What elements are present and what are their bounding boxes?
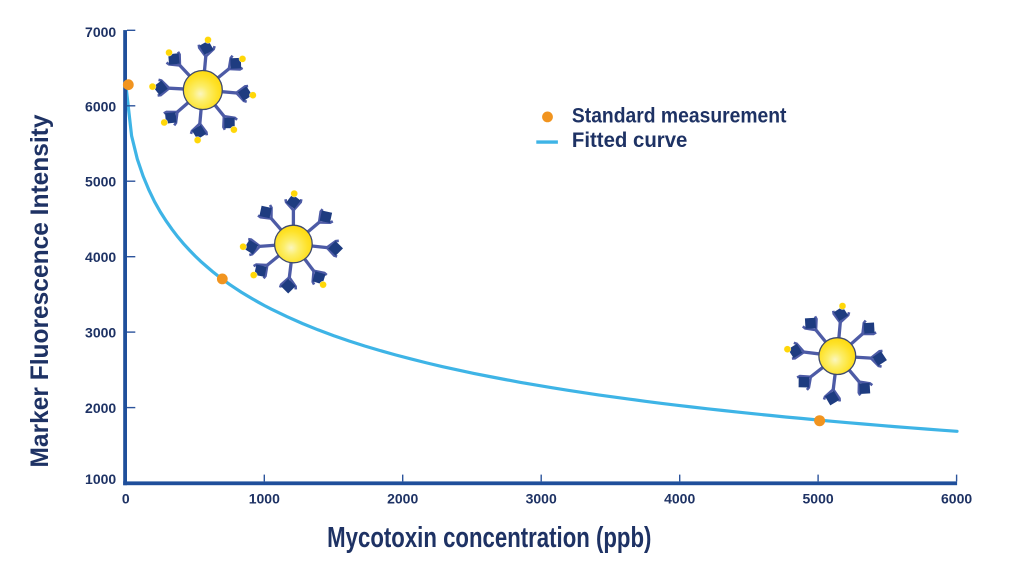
svg-text:3000: 3000 bbox=[526, 491, 557, 507]
svg-text:0: 0 bbox=[122, 491, 130, 507]
svg-text:7000: 7000 bbox=[85, 24, 116, 40]
svg-text:5000: 5000 bbox=[803, 491, 834, 507]
svg-text:5000: 5000 bbox=[85, 174, 116, 190]
svg-text:Mycotoxin concentration (ppb): Mycotoxin concentration (ppb) bbox=[327, 522, 651, 554]
svg-text:Marker Fluorescence Intensity: Marker Fluorescence Intensity bbox=[26, 114, 54, 467]
svg-text:3000: 3000 bbox=[85, 325, 116, 341]
svg-text:4000: 4000 bbox=[85, 249, 116, 265]
svg-text:6000: 6000 bbox=[941, 491, 972, 507]
svg-text:1000: 1000 bbox=[85, 471, 116, 487]
svg-text:2000: 2000 bbox=[387, 491, 418, 507]
svg-text:Standard measurement: Standard measurement bbox=[572, 104, 787, 128]
svg-text:1000: 1000 bbox=[249, 491, 280, 507]
svg-text:2000: 2000 bbox=[85, 400, 116, 416]
svg-text:6000: 6000 bbox=[85, 98, 116, 114]
svg-text:Fitted curve: Fitted curve bbox=[572, 128, 688, 152]
svg-text:4000: 4000 bbox=[664, 491, 695, 507]
